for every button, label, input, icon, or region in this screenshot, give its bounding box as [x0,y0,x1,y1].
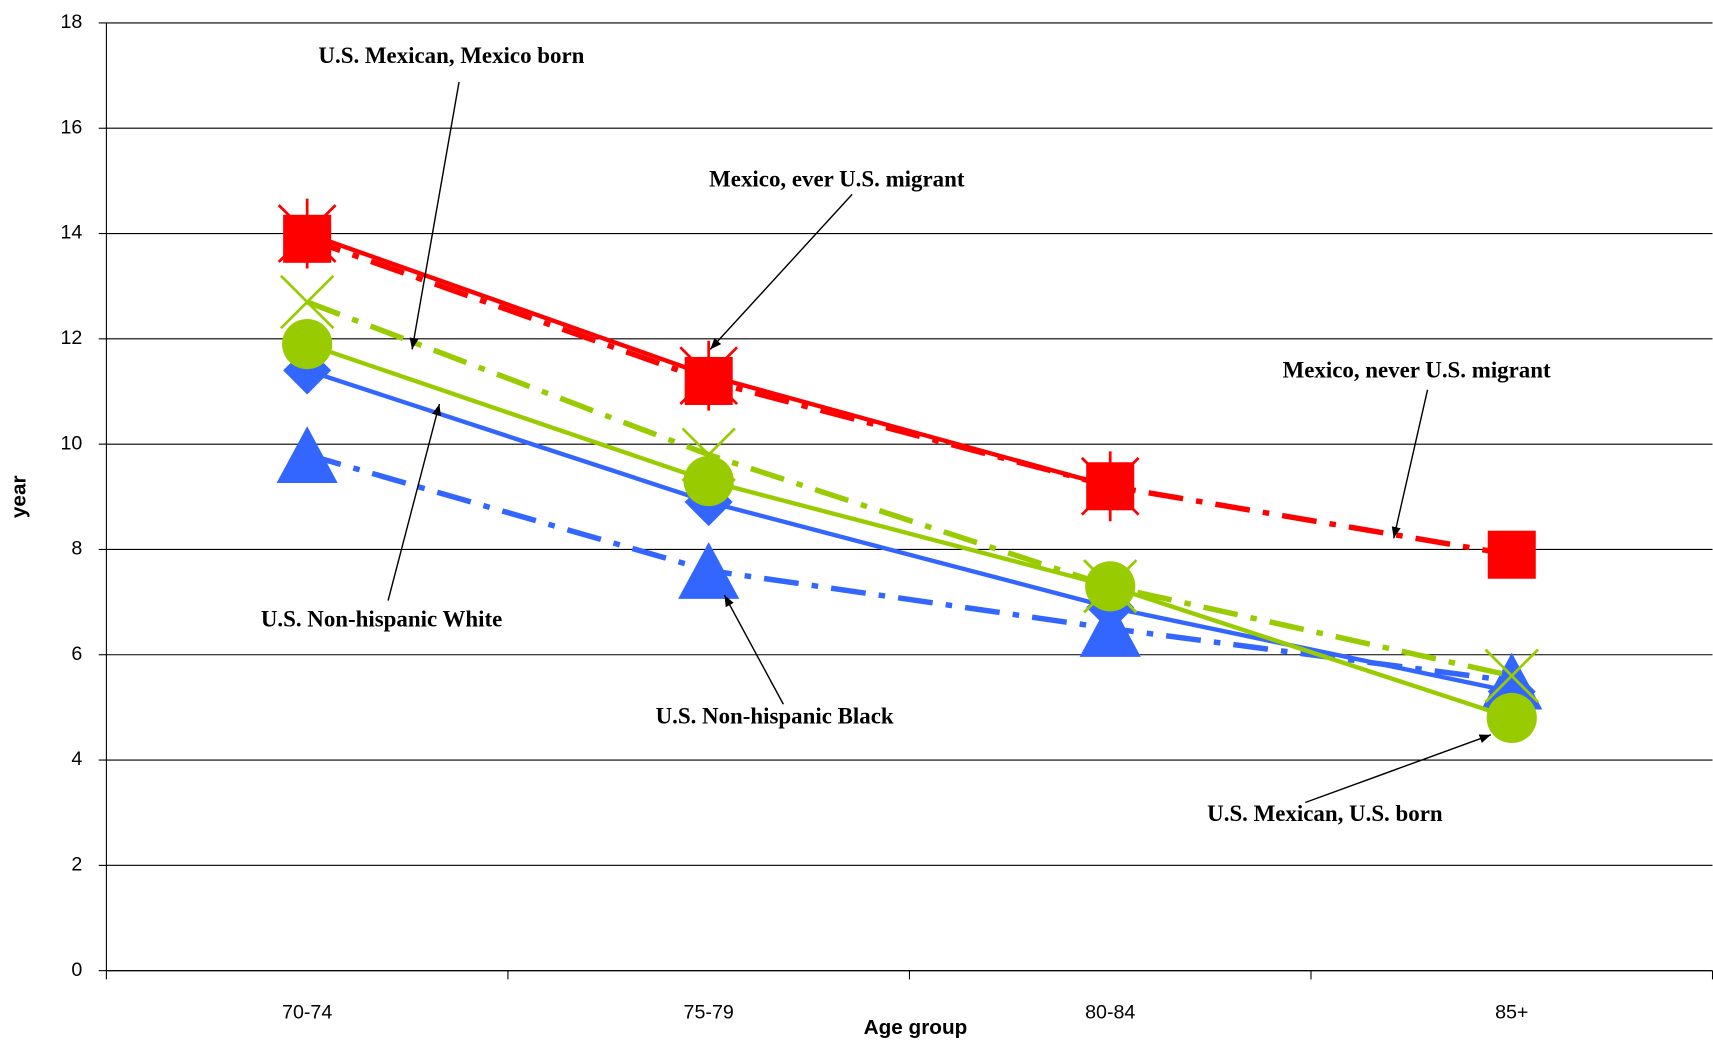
marker-asterisk [679,340,739,411]
marker-asterisk [277,198,337,269]
series [283,214,1536,579]
y-tick-label: 10 [61,432,83,454]
series [282,318,1537,744]
marker-triangle [1481,652,1543,710]
series [279,274,1539,703]
series-label: U.S. Non-hispanic Black [656,704,894,729]
y-tick-label: 12 [61,327,83,349]
series-line [306,299,1513,679]
marker-triangle [276,426,338,484]
annotation-arrow [709,193,853,350]
series-label: U.S. Mexican, U.S. born [1207,801,1443,826]
x-tick-label: 85+ [1495,1001,1528,1023]
series-label: U.S. Mexican, Mexico born [318,43,584,68]
marker-asterisk [1080,451,1140,522]
series-line [306,236,1513,558]
y-tick-label: 8 [71,538,82,560]
x-tick-label: 80-84 [1085,1001,1135,1023]
y-axis-title: year [8,475,31,518]
y-tick-label: 6 [71,643,82,665]
y-tick-label: 2 [71,854,82,876]
series [277,198,1140,522]
marker-x [279,274,335,330]
marker-triangle [1079,600,1141,657]
marker-square [1487,530,1536,579]
annotation-arrow [387,403,441,601]
marker-circle [683,455,734,507]
series-line [306,342,1513,721]
annotation-arrow [409,81,460,350]
y-tick-label: 0 [71,959,82,981]
marker-circle [282,318,333,370]
marker-x [1484,648,1539,703]
x-tick-label: 75-79 [684,1001,734,1023]
series-label: Mexico, never U.S. migrant [1283,358,1551,383]
series-label: Mexico, ever U.S. migrant [709,167,965,192]
series [276,426,1543,710]
series-line [306,452,1513,684]
x-tick-label: 70-74 [282,1001,332,1023]
marker-circle [1486,692,1537,744]
y-tick-label: 16 [61,116,83,138]
series-line [306,368,1513,694]
annotation-arrow [1305,734,1492,804]
y-tick-label: 18 [61,11,83,33]
y-tick-label: 4 [71,748,82,770]
annotation-arrow [1391,389,1429,539]
marker-circle [1085,561,1136,612]
annotation-arrow [723,594,784,705]
x-axis-title: Age group [864,1016,968,1039]
marker-triangle [678,542,740,599]
y-tick-label: 14 [61,222,83,244]
series-label: U.S. Non-hispanic White [261,607,502,632]
